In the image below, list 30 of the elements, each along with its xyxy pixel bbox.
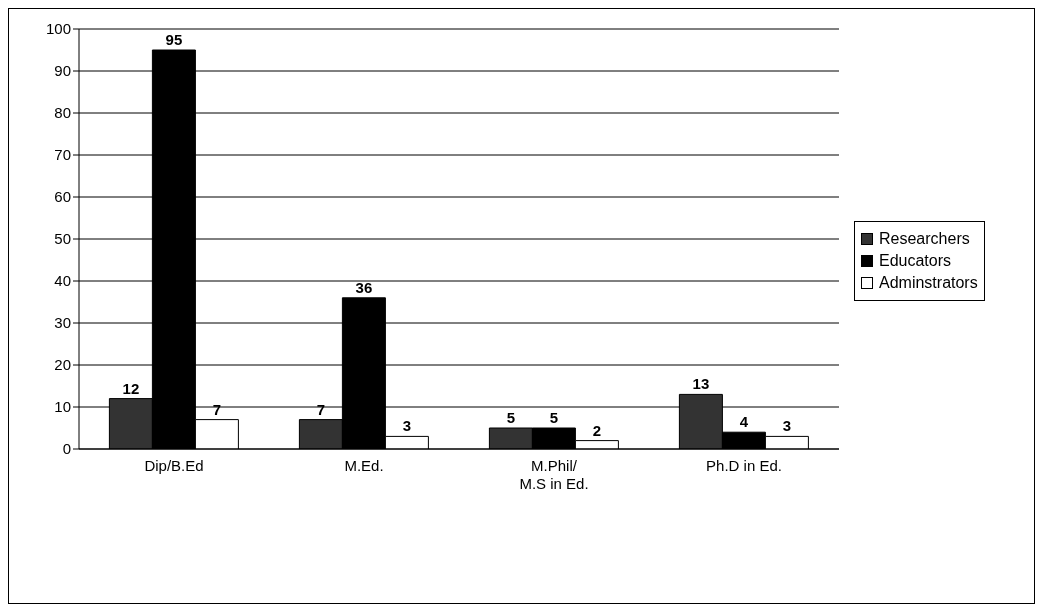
legend-label: Adminstrators (879, 274, 978, 292)
y-tick-label: 50 (54, 230, 71, 248)
data-label: 4 (739, 413, 749, 431)
y-tick-label: 30 (54, 314, 71, 332)
x-tick-label: Ph.D in Ed. (706, 457, 782, 474)
x-tick-label: M.Phil/ M.S in Ed. (519, 457, 589, 492)
data-label: 36 (355, 278, 373, 296)
y-tick-label: 20 (54, 356, 71, 374)
data-label: 3 (402, 417, 412, 435)
data-label: 13 (692, 375, 710, 393)
x-tick-label: M.Ed. (344, 457, 384, 474)
legend-label: Educators (879, 252, 952, 270)
y-tick-label: 10 (54, 398, 71, 416)
data-label: 5 (549, 409, 559, 426)
y-tick-label: 0 (62, 440, 71, 458)
legend-label: Researchers (879, 230, 970, 248)
data-label: 7 (316, 400, 326, 418)
y-tick-label: 100 (45, 20, 71, 38)
y-tick-label: 70 (54, 146, 71, 164)
data-label: 2 (592, 421, 602, 439)
data-label: 12 (122, 379, 140, 397)
x-tick-label: Dip/B.Ed (144, 457, 204, 474)
y-tick-label: 90 (54, 62, 71, 80)
y-tick-label: 80 (54, 104, 71, 122)
y-tick-label: 60 (54, 188, 71, 206)
data-label: 7 (212, 400, 222, 418)
data-label: 5 (506, 409, 516, 426)
data-label: 95 (165, 31, 183, 48)
y-tick-label: 40 (54, 272, 71, 290)
data-label: 3 (782, 417, 792, 435)
